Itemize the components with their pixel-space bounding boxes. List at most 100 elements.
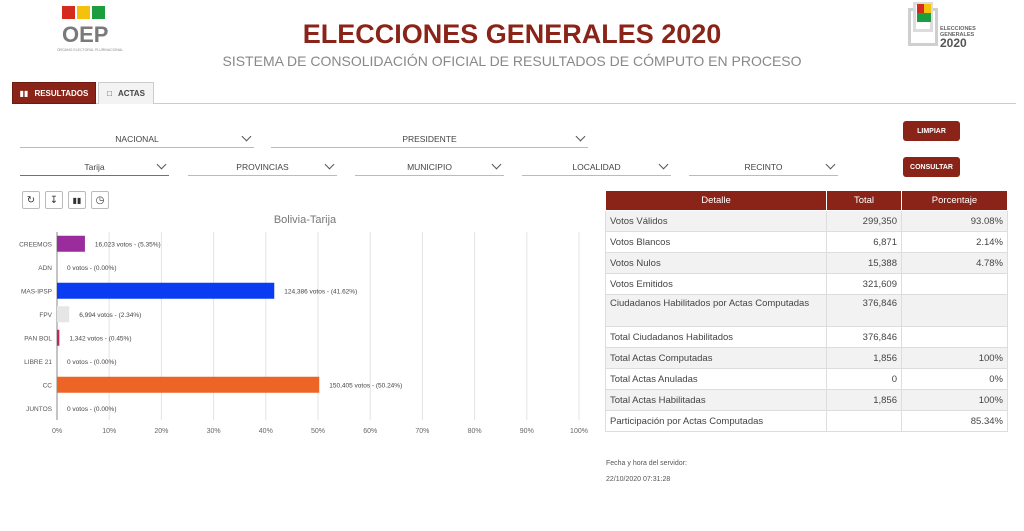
oep-logo-text: OEP [62, 22, 109, 47]
category-label: JUNTOS [26, 406, 53, 413]
table-cell-total: 0 [826, 368, 902, 390]
table-cell-pct: 100% [901, 389, 1008, 411]
data-label: 150,405 votos - (50.24%) [329, 382, 402, 389]
category-label: PAN BOL [24, 335, 52, 342]
x-tick-label: 40% [259, 428, 273, 435]
chevron-down-icon [156, 159, 167, 170]
bar [57, 235, 85, 252]
results-bar-chart: 0% 10% 20% 30% 40% 50% 60% 70% 80% 90% 100% CREEMOS… [19, 232, 588, 435]
table-cell-pct: 0% [901, 368, 1008, 390]
localidad-select[interactable]: LOCALIDAD [522, 158, 671, 176]
data-label: 0 votos - (0.00%) [67, 406, 117, 413]
table-cell-total: 376,846 [826, 294, 902, 327]
data-label: 1,342 votos - (0.45%) [69, 335, 131, 342]
municipio-select-value: MUNICIPIO [407, 161, 452, 172]
departamento-select[interactable]: Tarija [20, 158, 169, 176]
table-cell-detalle: Total Actas Computadas [605, 347, 827, 369]
logo-right-line2: GENERALES [940, 32, 975, 38]
ambito-select[interactable]: NACIONAL [20, 130, 254, 148]
logo-red-block [917, 4, 924, 13]
table-cell-pct: 85.34% [901, 410, 1008, 432]
table-header-row: Detalle Total Porcentaje [605, 190, 1008, 211]
cargo-select[interactable]: PRESIDENTE [271, 130, 588, 148]
table-row: Votos Válidos 299,350 93.08% [605, 210, 1008, 232]
table-cell-detalle: Votos Válidos [605, 210, 827, 232]
table-cell-detalle: Votos Blancos [605, 231, 827, 253]
table-cell-pct: 2.14% [901, 231, 1008, 253]
refresh-button[interactable]: ↻ [22, 191, 40, 209]
table-row: Total Actas Computadas 1,856 100% [605, 347, 1008, 369]
table-cell-pct [901, 294, 1008, 327]
x-tick-label: 20% [154, 428, 168, 435]
table-row: Participación por Actas Computadas 85.34% [605, 410, 1008, 432]
category-label: MAS-IPSP [21, 288, 52, 295]
document-icon: □ [107, 89, 112, 98]
oep-logo-subtext: ÓRGANO ELECTORAL PLURINACIONAL [56, 48, 124, 52]
category-label: LIBRE 21 [24, 359, 52, 366]
logo-right-year: 2020 [940, 36, 967, 50]
recinto-select-value: RECINTO [744, 161, 783, 172]
page-title: ELECCIONES GENERALES 2020 [302, 19, 722, 49]
category-label: ADN [38, 265, 52, 272]
table-cell-total: 6,871 [826, 231, 902, 253]
localidad-select-value: LOCALIDAD [572, 161, 621, 172]
data-label: 0 votos - (0.00%) [67, 265, 117, 272]
table-row: Votos Blancos 6,871 2.14% [605, 231, 1008, 253]
server-time-value: 22/10/2020 07:31:28 [606, 476, 671, 483]
category-label: CC [43, 382, 53, 389]
x-tick-label: 90% [520, 428, 534, 435]
data-label: 16,023 votos - (5.35%) [95, 241, 161, 248]
table-row: Total Actas Anuladas 0 0% [605, 368, 1008, 390]
bar [57, 282, 275, 299]
chevron-down-icon [825, 159, 836, 170]
table-cell-total: 1,856 [826, 347, 902, 369]
tab-bar: ▮▮ RESULTADOS □ ACTAS [12, 82, 1016, 104]
table-cell-detalle: Total Actas Anuladas [605, 368, 827, 390]
chevron-down-icon [324, 159, 335, 170]
data-label: 0 votos - (0.00%) [67, 359, 117, 366]
table-cell-detalle: Total Ciudadanos Habilitados [605, 326, 827, 348]
chart-title: Bolivia-Tarija [273, 214, 337, 226]
chevron-down-icon [575, 131, 586, 142]
x-tick-label: 100% [570, 428, 588, 435]
header-total: Total [826, 190, 902, 211]
oep-yellow-square [77, 6, 90, 19]
data-label: 6,994 votos - (2.34%) [79, 312, 141, 319]
table-cell-pct: 93.08% [901, 210, 1008, 232]
oep-green-square [92, 6, 105, 19]
tab-actas[interactable]: □ ACTAS [98, 82, 154, 104]
limpiar-button[interactable]: LIMPIAR [903, 121, 960, 141]
tab-resultados[interactable]: ▮▮ RESULTADOS [12, 82, 96, 104]
bar [57, 376, 320, 393]
municipio-select[interactable]: MUNICIPIO [355, 158, 504, 176]
provincias-select-value: PROVINCIAS [236, 161, 289, 172]
download-button[interactable]: ↧ [45, 191, 63, 209]
table-body: Votos Válidos 299,350 93.08% Votos Blancos 6… [605, 210, 1008, 432]
elecciones-generales-logo: ELECCIONES GENERALES 2020 [908, 2, 980, 50]
table-cell-detalle: Votos Emitidos [605, 273, 827, 295]
recinto-select[interactable]: RECINTO [689, 158, 838, 176]
logo-yellow-block [924, 4, 931, 13]
provincias-select[interactable]: PROVINCIAS [188, 158, 337, 176]
category-label: FPV [39, 312, 52, 319]
table-cell-total: 321,609 [826, 273, 902, 295]
table-cell-detalle: Total Actas Habilitadas [605, 389, 827, 411]
logo-right-text: ELECCIONES GENERALES [940, 26, 976, 38]
table-cell-pct: 4.78% [901, 252, 1008, 274]
table-row: Votos Emitidos 321,609 [605, 273, 1008, 295]
consultar-button[interactable]: CONSULTAR [903, 157, 960, 177]
x-tick-label: 60% [363, 428, 377, 435]
table-cell-total: 15,388 [826, 252, 902, 274]
logo-green-block [917, 13, 931, 22]
oep-logo: OEP ÓRGANO ELECTORAL PLURINACIONAL [55, 6, 125, 52]
data-label: 124,386 votos - (41.62%) [284, 288, 357, 295]
page-subtitle: SISTEMA DE CONSOLIDACIÓN OFICIAL DE RESU… [222, 53, 802, 69]
table-cell-detalle: Participación por Actas Computadas [605, 410, 827, 432]
history-button[interactable]: ◷ [91, 191, 109, 209]
table-cell-detalle: Ciudadanos Habilitados por Actas Computa… [605, 294, 827, 327]
chart-type-button[interactable]: ▮▮ [68, 191, 86, 209]
server-time-label: Fecha y hora del servidor: [606, 460, 687, 467]
bar-chart-icon: ▮▮ [72, 195, 82, 205]
bar-chart-icon: ▮▮ [19, 88, 29, 98]
departamento-select-value: Tarija [84, 161, 105, 172]
